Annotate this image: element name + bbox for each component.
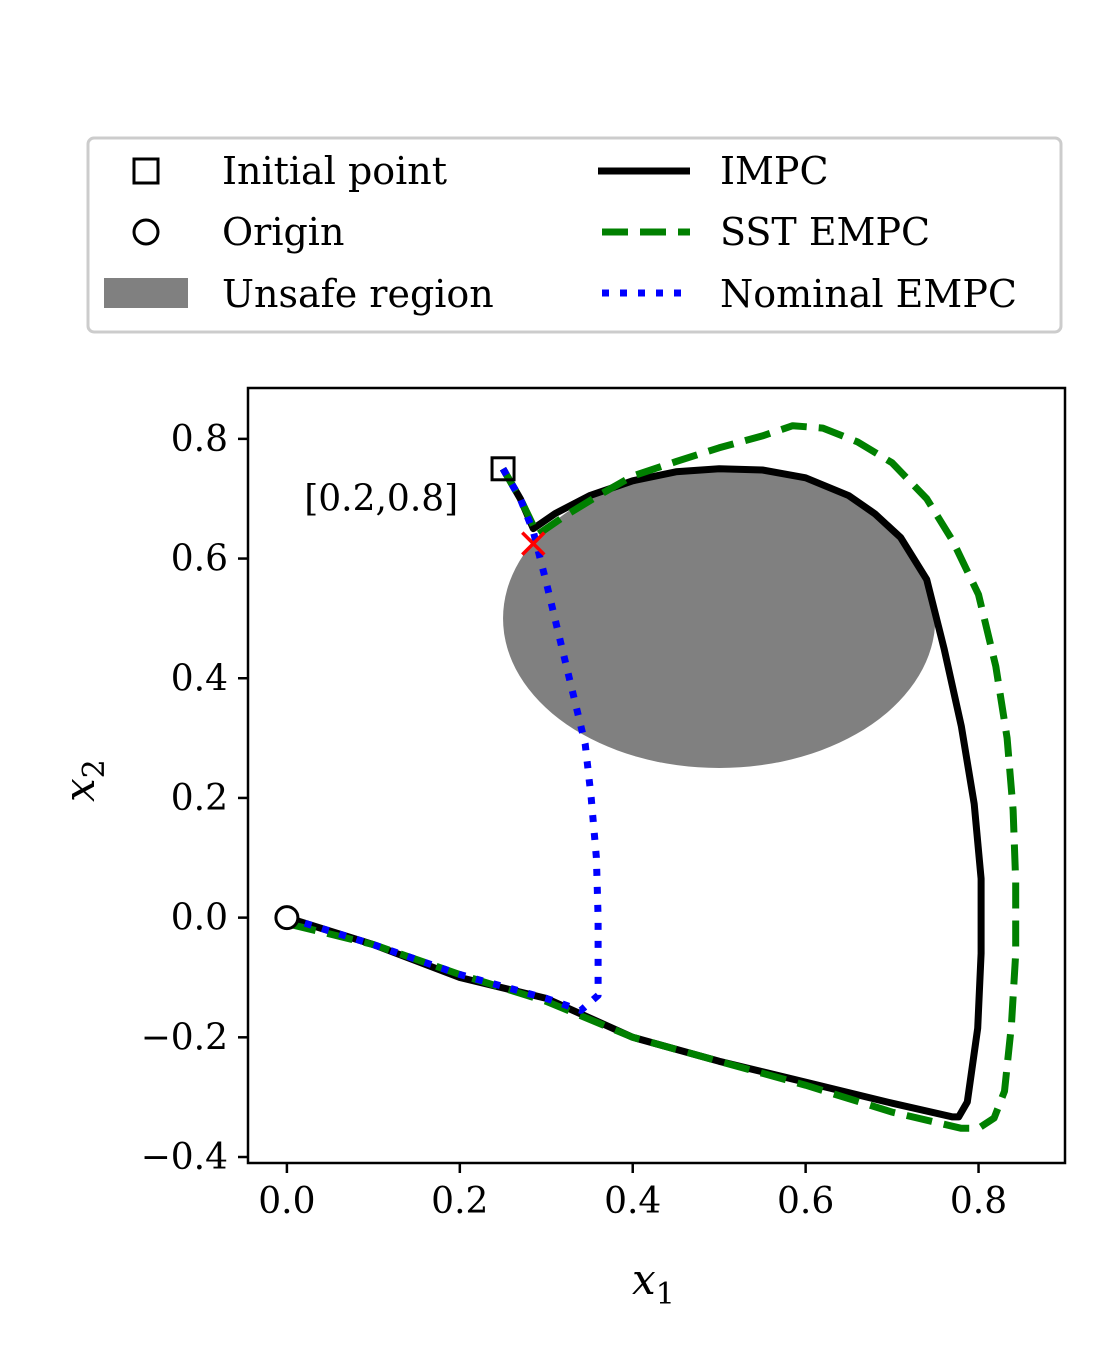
y-axis-label: x2 [55,759,112,802]
x-tick-label: 0.0 [258,1181,315,1222]
y-tick-label: 0.6 [171,539,228,580]
series-sst-empc [286,422,1020,1132]
legend-initial-point-label: Initial point [222,149,447,193]
legend-initial-point-marker [132,157,160,185]
legend-sst-empc-label: SST EMPC [720,210,930,254]
y-tick-label: 0.0 [171,898,228,939]
legend-nominal-empc-label: Nominal EMPC [720,272,1017,316]
x-axis-label: x1 [632,1255,675,1312]
legend-impc-label: IMPC [720,149,829,193]
initial-point-annotation: [0.2,0.8] [304,479,458,520]
x-tick-label: 0.6 [777,1181,834,1222]
legend-frame [86,136,1063,334]
series-nominal-empc [285,467,602,1014]
y-axis-label-subscript: 2 [77,759,112,778]
legend-unsafe-region-label: Unsafe region [222,272,494,316]
y-tick-label: 0.2 [171,778,228,819]
y-tick-label: −0.4 [141,1137,228,1178]
constraint-violation-marker [521,531,546,556]
origin-marker [274,905,300,931]
plot-frame [246,386,1067,1165]
legend: Initial point Origin Unsafe region IMPC … [86,136,1063,334]
y-axis-ticks: −0.4 −0.2 0.0 0.2 0.4 0.6 0.8 [141,419,248,1178]
legend-origin-label: Origin [222,210,344,254]
x-tick-label: 0.8 [950,1181,1007,1222]
x-axis-label-subscript: 1 [656,1277,675,1312]
y-axis-label-main: x [55,778,104,802]
plot-area: [0.2,0.8] 0.0 0.2 0.4 0.6 0.8 −0.4 −0.2 0.0 0.2… [141,386,1067,1222]
x-tick-label: 0.2 [431,1181,488,1222]
unsafe-region [503,468,936,769]
series-impc [285,465,985,1121]
y-tick-label: 0.4 [171,658,228,699]
y-tick-label: −0.2 [141,1017,228,1058]
legend-unsafe-region-swatch [104,278,188,308]
initial-point-marker [490,456,516,482]
x-tick-label: 0.4 [604,1181,661,1222]
legend-origin-marker [132,218,160,246]
y-tick-label: 0.8 [171,419,228,460]
x-axis-label-main: x [632,1255,656,1304]
x-axis-ticks: 0.0 0.2 0.4 0.6 0.8 [258,1163,1007,1222]
